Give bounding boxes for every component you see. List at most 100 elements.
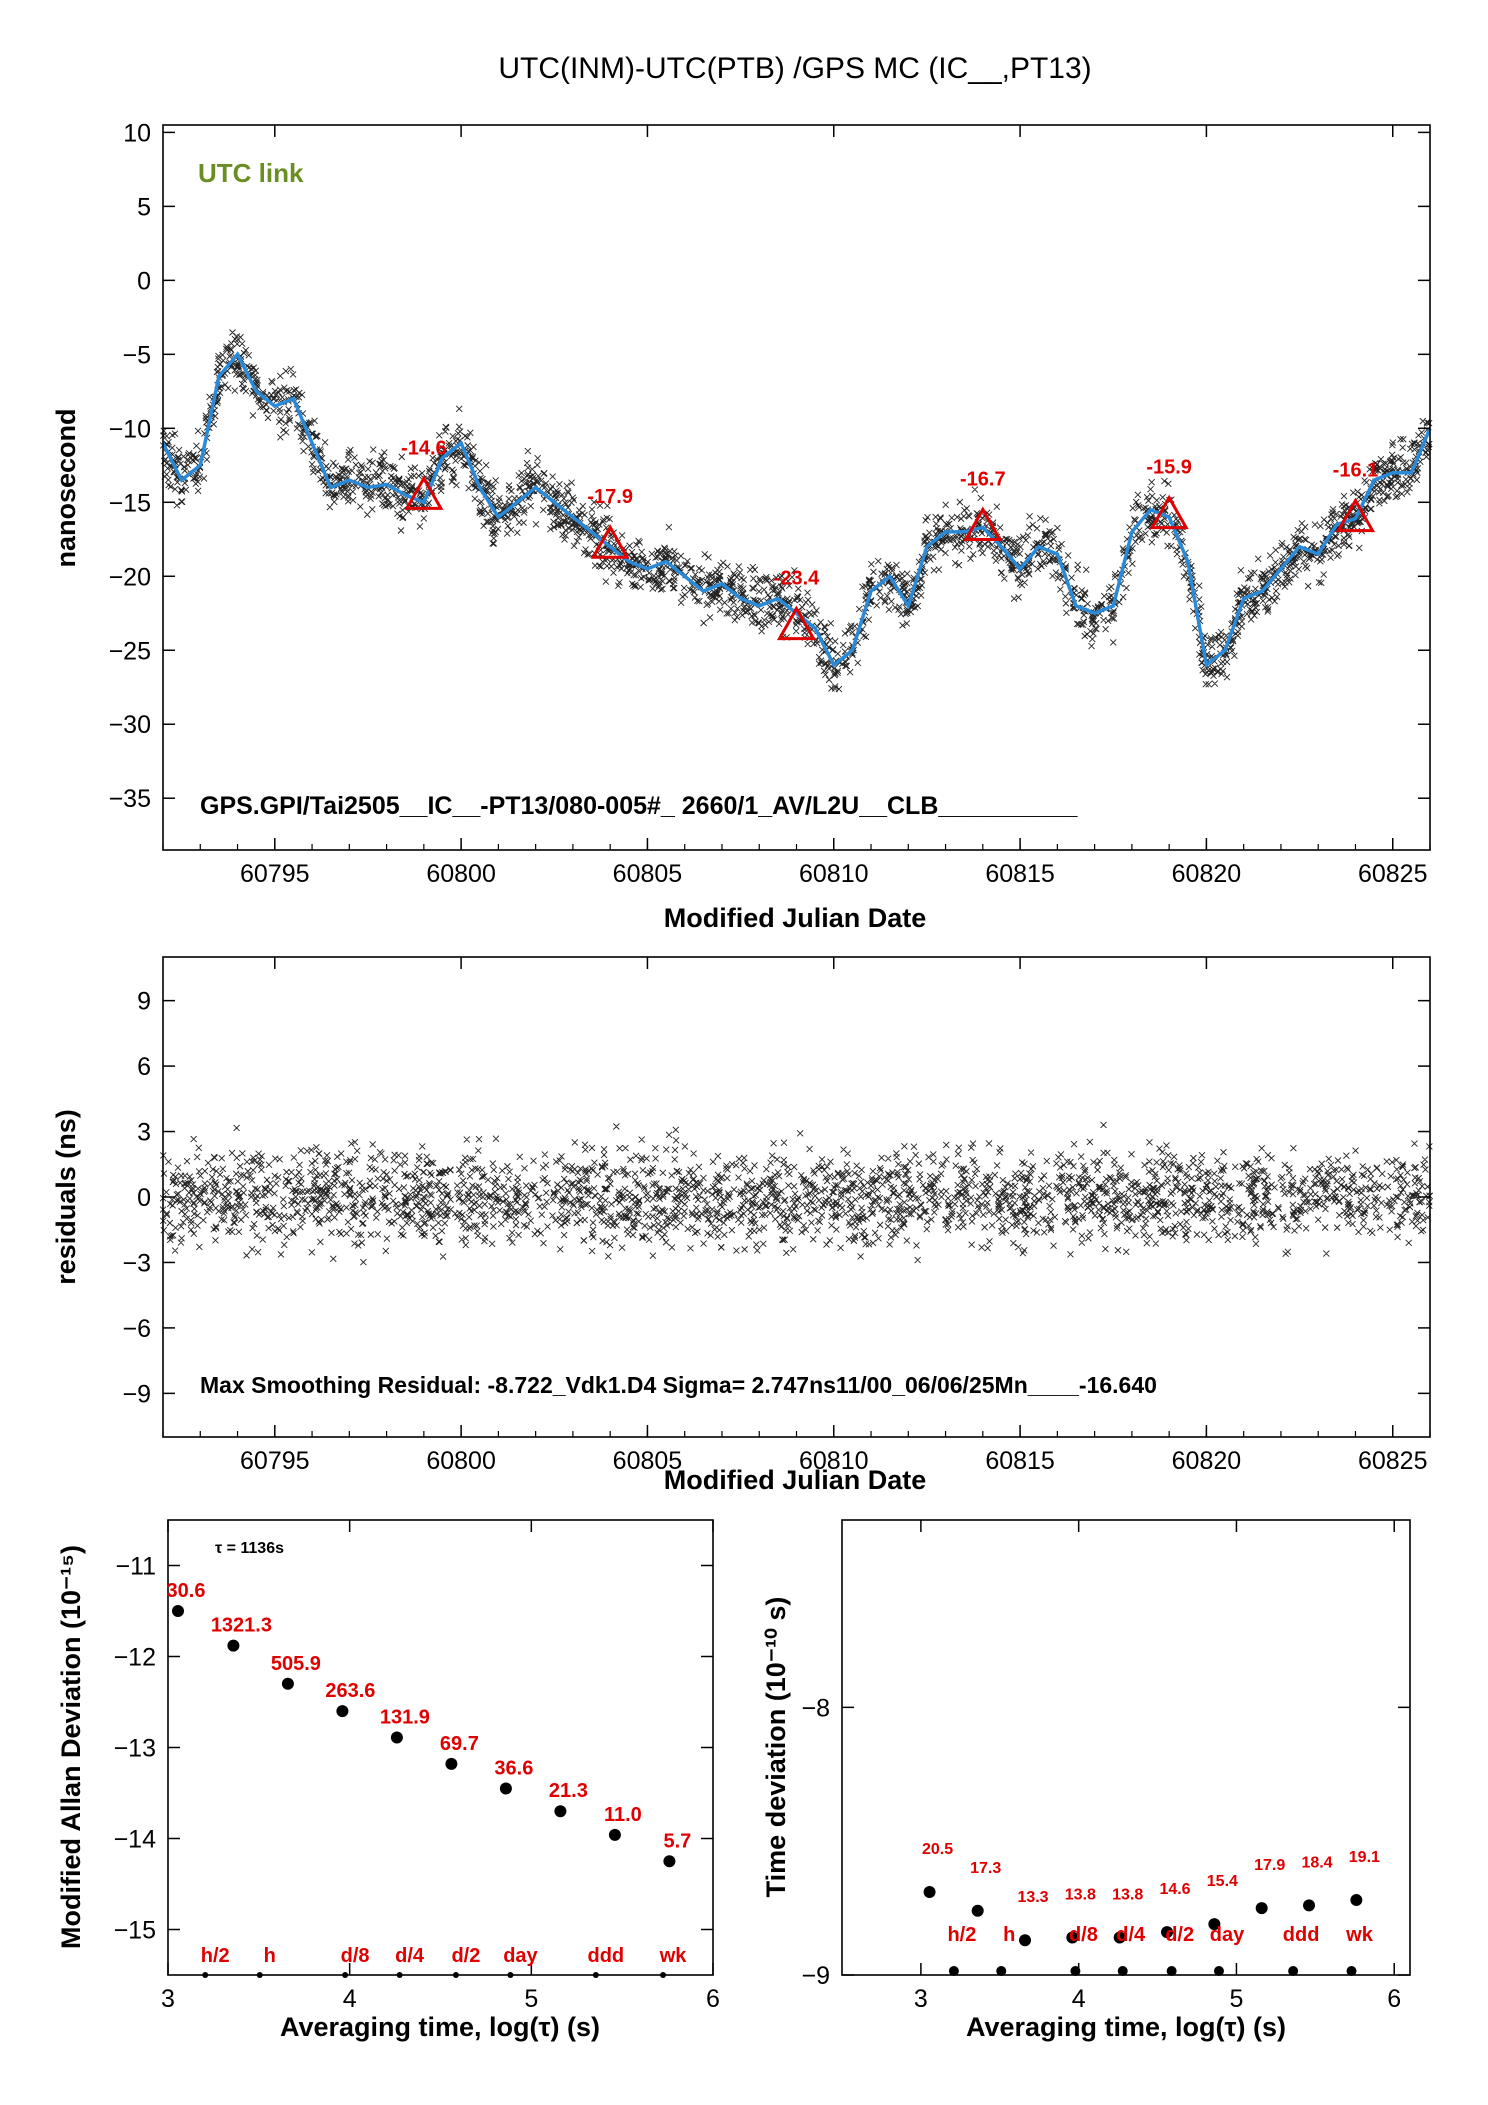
- tdev-scale-dot: [1213, 1966, 1224, 1976]
- x-tick-label: 6: [1387, 1985, 1401, 2013]
- mdev-point: [663, 1855, 676, 1868]
- mdev-scale-label: d/8: [341, 1945, 370, 1967]
- mdev-point-label: 505.9: [271, 1653, 321, 1675]
- mdev-scale-label: d/2: [451, 1945, 480, 1967]
- residuals-axis-ticks: 60795 60800 60805 60810 60815 60820 60825 9 6 3 0 −…: [122, 957, 1431, 1475]
- residuals-panel: 60795 60800 60805 60810 60815 60820 60825 9 6 3 0 −…: [51, 956, 1434, 1495]
- tdev-scale-label: h/2: [947, 1924, 976, 1946]
- tdev-scale-dot: [1166, 1966, 1177, 1976]
- tdev-scale-dot: [948, 1966, 959, 1976]
- tdev-scale-label: wk: [1345, 1924, 1374, 1946]
- y-tick-label: −5: [122, 341, 151, 369]
- tdev-axis-ticks: 3 4 5 6 −8 −9: [801, 1520, 1410, 2013]
- mdev-scale-dot: [452, 1972, 459, 1978]
- x-tick-label: 3: [161, 1985, 175, 2013]
- mdev-scale-dot: [256, 1972, 263, 1978]
- tdev-xlabel: Averaging time, log(τ) (s): [966, 2012, 1286, 2042]
- y-tick-label: −11: [115, 1553, 156, 1581]
- mdev-point-label: 21.3: [549, 1780, 588, 1802]
- main-footer-text: GPS.GPI/Tai2505__IC__-PT13/080-005#_ 266…: [200, 792, 1079, 820]
- residuals-plot-frame: [162, 956, 1431, 1438]
- mdev-point-label: 30.6: [167, 1580, 206, 1602]
- marker-label: -14.6: [401, 437, 447, 459]
- tdev-scale-label: h: [1003, 1924, 1015, 1946]
- mdev-point-label: 36.6: [494, 1757, 533, 1779]
- main-ylabel: nanosecond: [51, 408, 81, 567]
- y-tick-label: 5: [137, 193, 151, 221]
- y-tick-label: −8: [801, 1694, 830, 1722]
- tdev-scale-dot: [1117, 1966, 1128, 1976]
- y-tick-label: 0: [137, 1184, 151, 1212]
- tdev-ylabel: Time deviation (10⁻¹⁰ s): [761, 1597, 791, 1898]
- mdev-scale-dot: [660, 1972, 667, 1978]
- mdev-ylabel: Modified Allan Deviation (10⁻¹⁵): [56, 1545, 86, 1949]
- tdev-point: [1019, 1934, 1032, 1947]
- mdev-scale-dot: [507, 1972, 514, 1978]
- smooth-curve: [161, 351, 1432, 669]
- mdev-scale-label: h/2: [201, 1945, 230, 1967]
- x-tick-label: 60815: [985, 1447, 1055, 1475]
- page-title: UTC(INM)-UTC(PTB) /GPS MC (IC__,PT13): [498, 52, 1091, 85]
- x-tick-label: 60795: [240, 860, 310, 888]
- marker-label: -16.7: [960, 468, 1006, 490]
- tdev-point: [971, 1904, 984, 1917]
- mdev-point-label: 263.6: [325, 1680, 375, 1702]
- mdev-scale-label: ddd: [587, 1945, 624, 1967]
- x-tick-label: 6: [706, 1985, 720, 2013]
- mdev-axis-ticks: 3 4 5 6 −11 −12 −13 −14 −15: [114, 1520, 720, 2013]
- tdev-point-label: 13.8: [1065, 1887, 1096, 1904]
- tdev-scale-label: d/8: [1069, 1924, 1098, 1946]
- x-tick-label: 60810: [799, 1447, 869, 1475]
- mdev-point-label: 69.7: [440, 1733, 479, 1755]
- tdev-point: [1255, 1902, 1268, 1915]
- mdev-scale-dot: [396, 1972, 403, 1978]
- tdev-point-label: 20.5: [922, 1841, 953, 1858]
- tdev-point-label: 13.8: [1112, 1887, 1143, 1904]
- tdev-point: [1066, 1931, 1079, 1944]
- x-tick-label: 4: [343, 1985, 357, 2013]
- tau-annotation: τ = 1136s: [215, 1540, 284, 1557]
- x-tick-label: 3: [914, 1985, 928, 2013]
- x-tick-label: 60805: [613, 860, 683, 888]
- y-tick-label: −15: [109, 489, 151, 517]
- x-tick-label: 60795: [240, 1447, 310, 1475]
- y-tick-label: 10: [123, 119, 151, 147]
- mdev-scale-dot: [592, 1972, 599, 1978]
- tdev-point-label: 17.9: [1254, 1857, 1285, 1874]
- tdev-scale-dot: [996, 1966, 1007, 1976]
- y-tick-label: −15: [114, 1917, 156, 1945]
- y-tick-label: −9: [801, 1962, 830, 1990]
- x-tick-label: 60805: [613, 1447, 683, 1475]
- mdev-scale-dot: [202, 1972, 209, 1978]
- y-tick-label: −13: [114, 1735, 156, 1763]
- mdev-scale-dot: [342, 1972, 349, 1978]
- tdev-point: [923, 1886, 936, 1899]
- y-tick-label: −10: [109, 415, 151, 443]
- tdev-point-label: 17.3: [970, 1860, 1001, 1877]
- x-tick-label: 60800: [426, 1447, 496, 1475]
- main-axis-ticks: 60795 60800 60805 60810 60815 60820 60825 10 5 0 −…: [109, 119, 1431, 888]
- residuals-ylabel: residuals (ns): [51, 1109, 81, 1285]
- mdev-scale-label: wk: [659, 1945, 688, 1967]
- tdev-scale-dot: [1346, 1966, 1357, 1976]
- triangle-marker: [404, 475, 444, 510]
- x-tick-label: 60825: [1358, 860, 1428, 888]
- y-tick-label: −9: [122, 1380, 151, 1408]
- legend-utc-link: UTC link: [198, 158, 304, 188]
- mdev-point: [608, 1828, 621, 1841]
- mdev-point: [445, 1757, 458, 1770]
- y-tick-label: −25: [109, 637, 151, 665]
- tdev-plot-frame: [841, 1519, 1411, 1976]
- y-tick-label: 6: [137, 1053, 151, 1081]
- mdev-point: [499, 1782, 512, 1795]
- tdev-point-label: 13.3: [1017, 1889, 1048, 1906]
- x-tick-label: 60810: [799, 860, 869, 888]
- main-panel: -14.6 -17.9 -23.4 -16.7 -15.9 -16.1 60795 6080…: [51, 119, 1433, 933]
- mdev-scale-label: day: [503, 1945, 538, 1967]
- y-tick-label: −12: [114, 1644, 156, 1672]
- tdev-point-label: 19.1: [1349, 1849, 1380, 1866]
- residual-data-crosses: [159, 1121, 1434, 1266]
- y-tick-label: −3: [122, 1249, 151, 1277]
- marker-group: -14.6 -17.9 -23.4 -16.7 -15.9 -16.1: [401, 437, 1378, 641]
